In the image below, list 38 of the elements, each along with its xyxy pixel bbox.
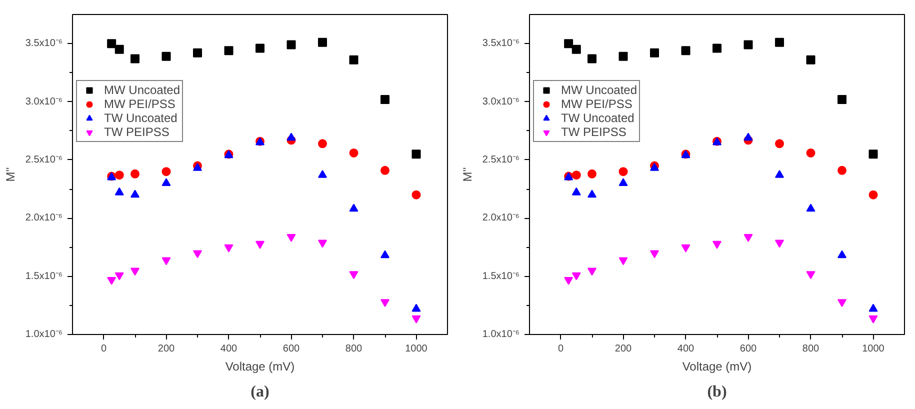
legend-label: TW Uncoated <box>561 111 634 125</box>
x-tick-label: 200 <box>158 344 176 354</box>
y-axis-title: M'' <box>3 167 18 182</box>
legend-label: TW PEIPSS <box>561 125 626 139</box>
legend-label: TW PEIPSS <box>104 125 170 139</box>
legend-label: MW Uncoated <box>561 83 638 97</box>
y-tick-label: 3.5x10⁻⁶ <box>482 38 520 50</box>
x-tick-label: 800 <box>345 344 363 354</box>
legend-label: MW PEI/PSS <box>104 97 176 111</box>
x-tick-label: 1000 <box>862 344 885 354</box>
x-axis-title: Voltage (mV) <box>682 360 752 374</box>
x-tick-label: 400 <box>677 344 695 354</box>
y-tick-label: 2.0x10⁻⁶ <box>482 212 520 224</box>
y-tick-label: 1.0x10⁻⁶ <box>25 329 62 340</box>
legend-label: MW PEI/PSS <box>561 97 632 111</box>
y-tick-label: 3.0x10⁻⁶ <box>482 96 520 108</box>
y-axis-title: M'' <box>460 167 474 182</box>
x-tick-label: 1000 <box>405 344 428 354</box>
x-axis-title: Voltage (mV) <box>225 360 295 374</box>
legend-label: MW Uncoated <box>104 83 180 97</box>
y-tick-label: 3.0x10⁻⁶ <box>25 96 62 108</box>
x-tick-label: 200 <box>614 344 632 354</box>
y-tick-label: 2.5x10⁻⁶ <box>482 154 520 166</box>
x-tick-label: 0 <box>100 344 107 354</box>
x-tick-label: 600 <box>282 344 300 354</box>
x-tick-label: 0 <box>558 344 564 354</box>
x-tick-label: 400 <box>220 344 238 354</box>
y-tick-label: 2.5x10⁻⁶ <box>25 154 62 166</box>
y-tick-label: 2.0x10⁻⁶ <box>25 212 62 224</box>
legend-label: TW Uncoated <box>104 111 178 125</box>
y-tick-label: 3.5x10⁻⁶ <box>25 38 62 50</box>
y-tick-label: 1.0x10⁻⁶ <box>482 329 520 340</box>
y-tick-label: 1.5x10⁻⁶ <box>25 270 62 282</box>
y-tick-label: 1.5x10⁻⁶ <box>482 270 520 282</box>
x-tick-label: 800 <box>802 344 820 354</box>
text: (b) <box>707 384 727 400</box>
x-tick-label: 600 <box>740 344 758 354</box>
text: (a) <box>250 384 270 400</box>
